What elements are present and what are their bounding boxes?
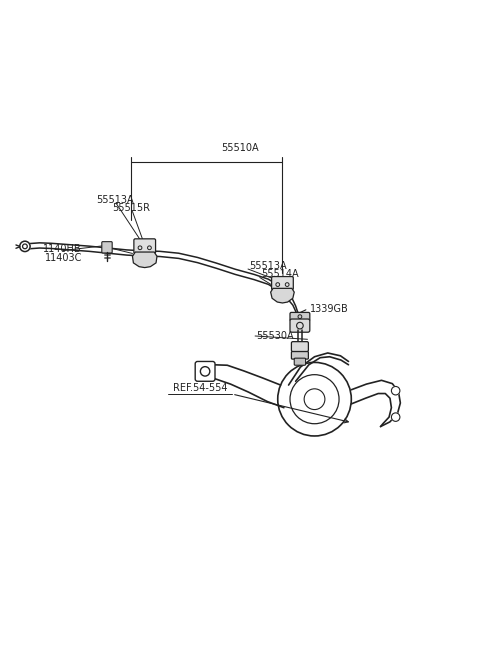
FancyBboxPatch shape xyxy=(134,239,156,253)
FancyBboxPatch shape xyxy=(291,352,308,359)
FancyBboxPatch shape xyxy=(294,358,306,365)
Polygon shape xyxy=(132,252,157,268)
FancyBboxPatch shape xyxy=(291,342,308,352)
Text: 1339GB: 1339GB xyxy=(310,304,348,314)
Text: 55510A: 55510A xyxy=(221,143,259,153)
Text: 55514A: 55514A xyxy=(261,269,299,280)
Circle shape xyxy=(391,386,400,395)
Circle shape xyxy=(391,413,400,421)
Circle shape xyxy=(20,241,30,252)
FancyBboxPatch shape xyxy=(102,242,112,253)
FancyBboxPatch shape xyxy=(290,312,310,321)
Text: REF.54-554: REF.54-554 xyxy=(173,383,227,392)
Text: 55530A: 55530A xyxy=(256,331,294,341)
Text: 55515R: 55515R xyxy=(113,203,151,214)
FancyBboxPatch shape xyxy=(195,362,215,381)
FancyBboxPatch shape xyxy=(272,276,293,290)
FancyBboxPatch shape xyxy=(290,319,310,332)
Polygon shape xyxy=(271,288,294,303)
Text: 1140HB: 1140HB xyxy=(43,244,82,254)
Text: 11403C: 11403C xyxy=(45,253,83,263)
Text: 55513A: 55513A xyxy=(96,195,134,205)
Text: 55513A: 55513A xyxy=(250,261,287,271)
Circle shape xyxy=(278,362,351,436)
